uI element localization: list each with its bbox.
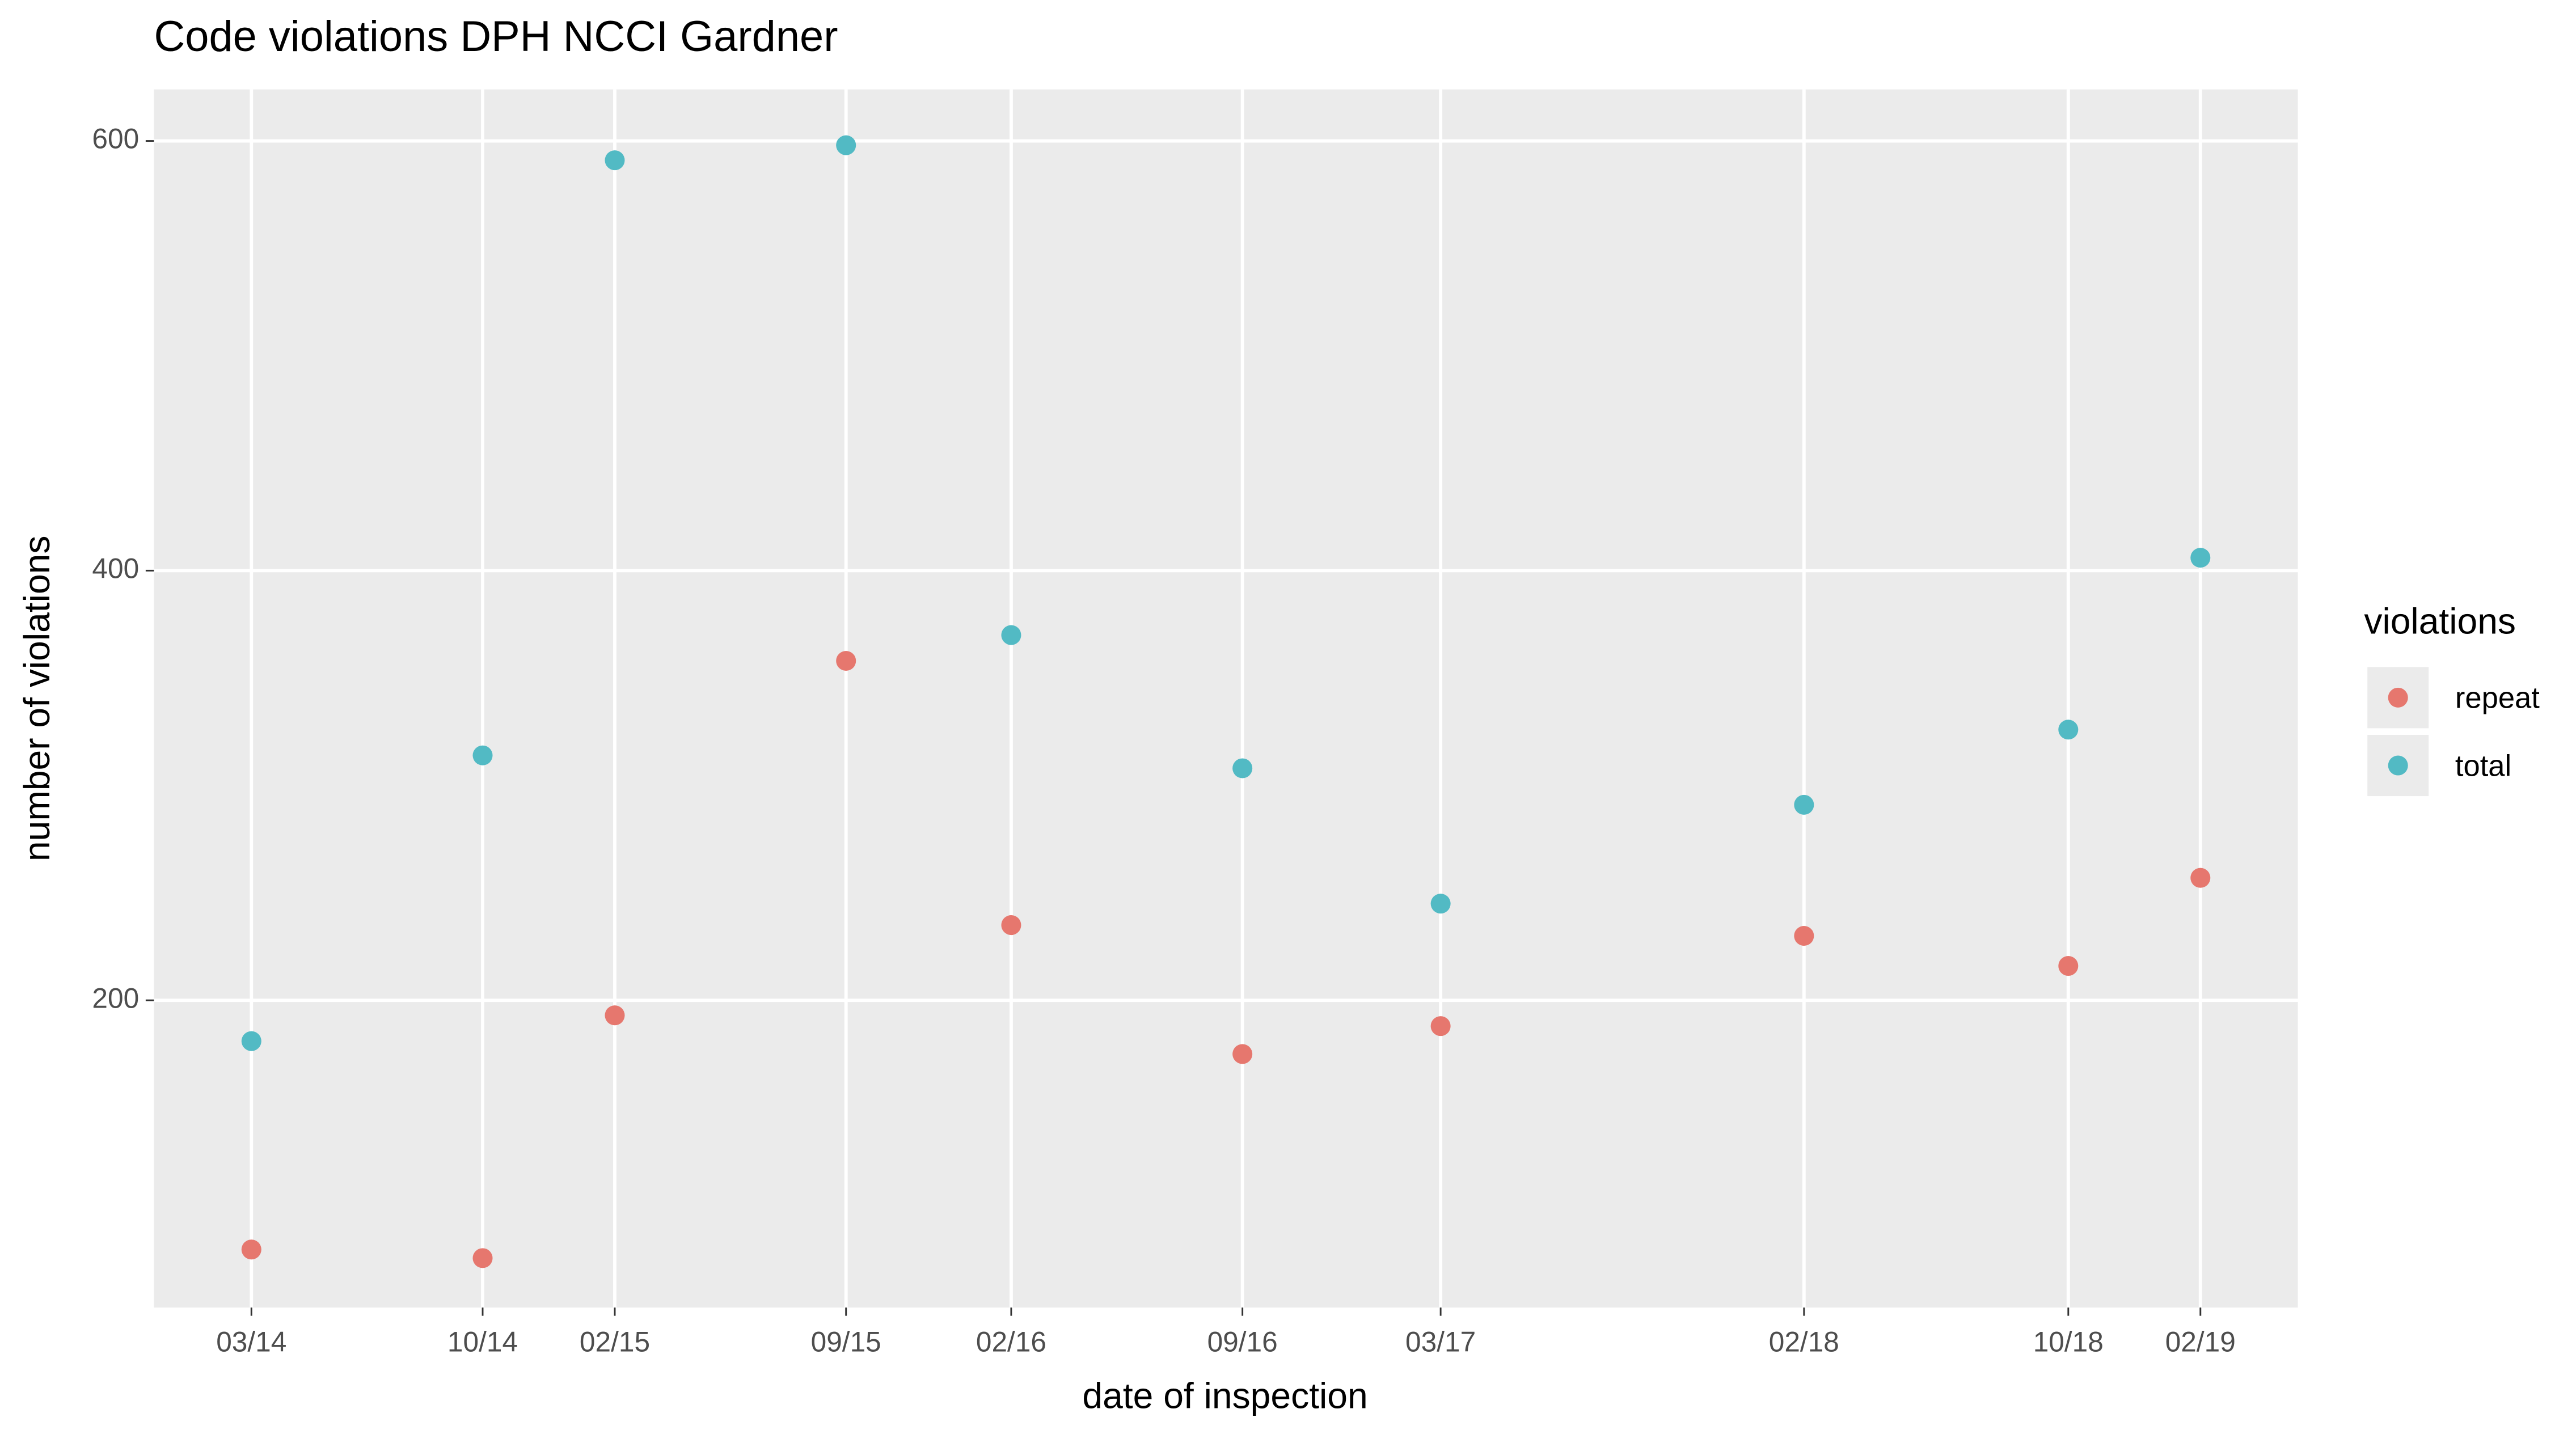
- point: [1232, 758, 1253, 779]
- point: [605, 150, 625, 171]
- point: [241, 1239, 261, 1260]
- point: [836, 135, 856, 155]
- point: [1430, 1016, 1451, 1036]
- point: [1001, 915, 1021, 936]
- y-tick-label: 200: [92, 982, 139, 1014]
- x-tick-label: 02/15: [580, 1326, 650, 1357]
- legend-label: total: [2455, 749, 2511, 782]
- y-tick-label: 600: [92, 123, 139, 155]
- point: [2190, 868, 2211, 888]
- point: [1001, 625, 1021, 645]
- x-axis-title: date of inspection: [1082, 1376, 1367, 1416]
- legend-title: violations: [2364, 600, 2516, 641]
- x-tick-label: 10/14: [447, 1326, 518, 1357]
- y-tick-label: 400: [92, 552, 139, 584]
- x-tick-label: 03/14: [216, 1326, 286, 1357]
- plot-panel: [154, 89, 2298, 1308]
- point: [1430, 894, 1451, 914]
- point: [1794, 925, 1814, 946]
- legend-marker: [2388, 755, 2408, 776]
- point: [2058, 720, 2079, 740]
- point: [241, 1031, 261, 1051]
- legend-marker: [2388, 687, 2408, 708]
- x-tick-label: 02/19: [2165, 1326, 2236, 1357]
- x-tick-label: 03/17: [1405, 1326, 1476, 1357]
- point: [1232, 1044, 1253, 1064]
- x-tick-label: 09/16: [1207, 1326, 1278, 1357]
- point: [2190, 548, 2211, 568]
- x-tick-label: 10/18: [2033, 1326, 2104, 1357]
- x-tick-label: 09/15: [811, 1326, 881, 1357]
- x-tick-label: 02/18: [1769, 1326, 1839, 1357]
- point: [472, 1248, 493, 1268]
- y-axis-title: number of violations: [16, 536, 57, 862]
- x-tick-label: 02/16: [976, 1326, 1046, 1357]
- point: [836, 650, 856, 671]
- point: [472, 745, 493, 765]
- chart-title: Code violations DPH NCCI Gardner: [154, 12, 838, 61]
- legend-label: repeat: [2455, 682, 2540, 715]
- point: [2058, 956, 2079, 976]
- point: [605, 1005, 625, 1026]
- point: [1794, 794, 1814, 815]
